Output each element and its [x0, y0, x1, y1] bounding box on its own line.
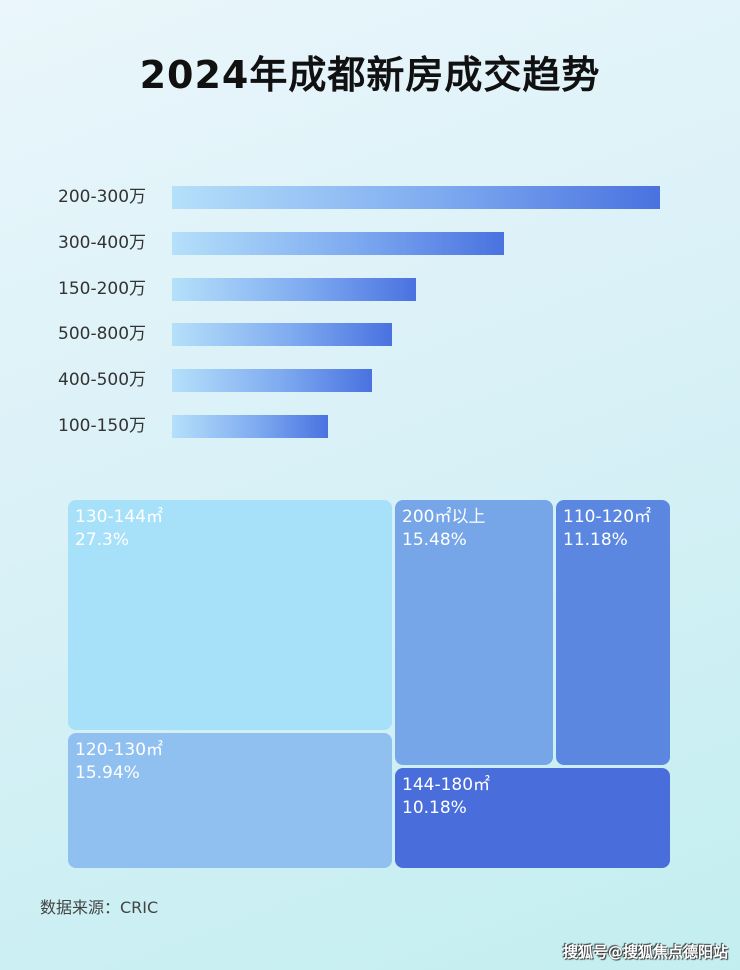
treemap-cell: 144-180㎡ 10.18% [395, 768, 670, 868]
bar [172, 415, 329, 438]
cell-value: 10.18% [402, 798, 467, 818]
cell-value: 15.48% [402, 530, 467, 550]
cell-value: 27.3% [75, 530, 130, 550]
chart-title: 2024年成都新房成交趋势 [139, 53, 601, 97]
bar-label: 500-800万 [58, 324, 147, 344]
treemap-cell: 130-144㎡ 27.3% [68, 500, 392, 730]
treemap-cell: 200㎡以上 15.48% [395, 500, 553, 765]
bar-label: 200-300万 [58, 187, 147, 207]
bar-label: 100-150万 [58, 416, 147, 436]
cell-value: 15.94% [75, 763, 140, 783]
watermark: 搜狐号@搜狐焦点德阳站 [562, 943, 728, 961]
cell-label: 120-130㎡ [75, 740, 164, 760]
bar-label: 150-200万 [58, 279, 147, 299]
cell-label: 110-120㎡ [563, 507, 652, 527]
cell-label: 144-180㎡ [402, 775, 491, 795]
treemap-cell: 110-120㎡ 11.18% [556, 500, 670, 765]
bar-label: 400-500万 [58, 370, 147, 390]
treemap-cell: 120-130㎡ 15.94% [68, 733, 392, 868]
cell-label: 130-144㎡ [75, 507, 164, 527]
bar-label: 300-400万 [58, 233, 147, 253]
bar [172, 186, 660, 209]
cell-value: 11.18% [563, 530, 628, 550]
bar [172, 323, 392, 346]
bar [172, 232, 504, 255]
bar [172, 278, 416, 301]
cell-label: 200㎡以上 [402, 507, 486, 527]
data-source: 数据来源：CRIC [40, 898, 159, 917]
bar [172, 369, 373, 392]
